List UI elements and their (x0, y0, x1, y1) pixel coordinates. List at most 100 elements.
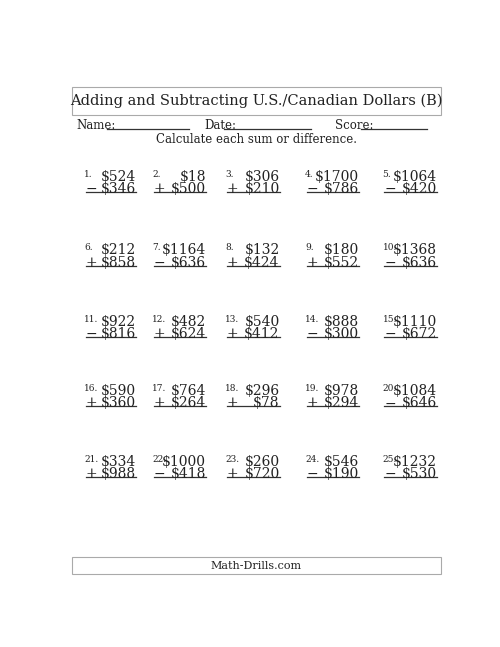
Text: −: − (86, 327, 98, 341)
Text: −: − (306, 467, 318, 481)
Text: +: + (154, 327, 166, 341)
Text: $636: $636 (402, 256, 437, 270)
Text: $334: $334 (101, 455, 136, 469)
Text: $1084: $1084 (392, 384, 437, 398)
Text: $296: $296 (244, 384, 280, 398)
Text: −: − (384, 327, 396, 341)
Text: 13.: 13. (225, 315, 240, 324)
Text: +: + (227, 397, 238, 410)
Text: $552: $552 (324, 256, 360, 270)
Text: 3.: 3. (225, 170, 234, 179)
Text: $420: $420 (402, 182, 437, 196)
Text: −: − (306, 182, 318, 196)
Text: −: − (384, 256, 396, 270)
Text: 9.: 9. (305, 243, 314, 252)
Text: 12.: 12. (152, 315, 166, 324)
Text: $888: $888 (324, 315, 360, 329)
Text: +: + (306, 256, 318, 270)
Text: +: + (227, 467, 238, 481)
Text: 5.: 5. (382, 170, 392, 179)
Text: $1700: $1700 (315, 170, 360, 184)
Text: $646: $646 (402, 397, 437, 410)
Text: $672: $672 (402, 327, 437, 341)
Text: $424: $424 (244, 256, 280, 270)
Text: $482: $482 (170, 315, 206, 329)
Text: $210: $210 (244, 182, 280, 196)
Text: $988: $988 (101, 467, 136, 481)
Text: $1232: $1232 (393, 455, 437, 469)
Text: 4.: 4. (305, 170, 314, 179)
Text: −: − (306, 327, 318, 341)
Text: 25.: 25. (382, 455, 397, 464)
Text: 7.: 7. (152, 243, 161, 252)
Text: $1164: $1164 (162, 243, 206, 258)
Text: 23.: 23. (225, 455, 240, 464)
Text: $786: $786 (324, 182, 360, 196)
Text: −: − (86, 182, 98, 196)
Text: $180: $180 (324, 243, 360, 258)
Text: 22.: 22. (152, 455, 166, 464)
Bar (72, 87, 440, 115)
Text: Date:: Date: (204, 119, 236, 132)
Text: $858: $858 (101, 256, 136, 270)
Text: 2.: 2. (152, 170, 161, 179)
Text: Math-Drills.com: Math-Drills.com (210, 561, 302, 571)
Text: $530: $530 (402, 467, 437, 481)
Text: $190: $190 (324, 467, 360, 481)
Text: $132: $132 (244, 243, 280, 258)
Text: 18.: 18. (225, 384, 240, 393)
Text: 1.: 1. (84, 170, 93, 179)
Text: 10.: 10. (382, 243, 397, 252)
Text: +: + (154, 397, 166, 410)
Text: 17.: 17. (152, 384, 167, 393)
Text: −: − (384, 397, 396, 410)
Text: +: + (86, 256, 98, 270)
Text: $412: $412 (244, 327, 280, 341)
Text: $978: $978 (324, 384, 360, 398)
Text: 15.: 15. (382, 315, 397, 324)
Text: +: + (227, 182, 238, 196)
Text: $816: $816 (101, 327, 136, 341)
Text: $18: $18 (180, 170, 206, 184)
Text: 11.: 11. (84, 315, 98, 324)
Text: +: + (227, 327, 238, 341)
Text: $922: $922 (101, 315, 136, 329)
Text: $524: $524 (101, 170, 136, 184)
Text: 6.: 6. (84, 243, 93, 252)
Bar (72, 556, 440, 573)
Text: +: + (306, 397, 318, 410)
Text: $764: $764 (170, 384, 206, 398)
Text: $500: $500 (171, 182, 206, 196)
Text: $346: $346 (101, 182, 136, 196)
Text: $636: $636 (171, 256, 206, 270)
Text: $540: $540 (244, 315, 280, 329)
Text: $624: $624 (170, 327, 206, 341)
Text: $1368: $1368 (393, 243, 437, 258)
Text: $360: $360 (101, 397, 136, 410)
Text: $418: $418 (170, 467, 206, 481)
Text: $78: $78 (253, 397, 280, 410)
Text: 21.: 21. (84, 455, 98, 464)
Text: $546: $546 (324, 455, 360, 469)
Text: $212: $212 (101, 243, 136, 258)
Text: 16.: 16. (84, 384, 98, 393)
Text: −: − (384, 467, 396, 481)
Text: $294: $294 (324, 397, 360, 410)
Text: −: − (154, 467, 166, 481)
Text: +: + (86, 397, 98, 410)
Text: $720: $720 (244, 467, 280, 481)
Text: +: + (227, 256, 238, 270)
Text: −: − (384, 182, 396, 196)
Text: Calculate each sum or difference.: Calculate each sum or difference. (156, 133, 357, 146)
Text: $260: $260 (244, 455, 280, 469)
Text: +: + (154, 182, 166, 196)
Text: $1110: $1110 (392, 315, 437, 329)
Text: $1064: $1064 (392, 170, 437, 184)
Text: $264: $264 (170, 397, 206, 410)
Text: Name:: Name: (76, 119, 116, 132)
Text: Score:: Score: (336, 119, 374, 132)
Text: Adding and Subtracting U.S./Canadian Dollars (B): Adding and Subtracting U.S./Canadian Dol… (70, 94, 442, 108)
Text: $306: $306 (244, 170, 280, 184)
Text: 14.: 14. (305, 315, 320, 324)
Text: +: + (86, 467, 98, 481)
